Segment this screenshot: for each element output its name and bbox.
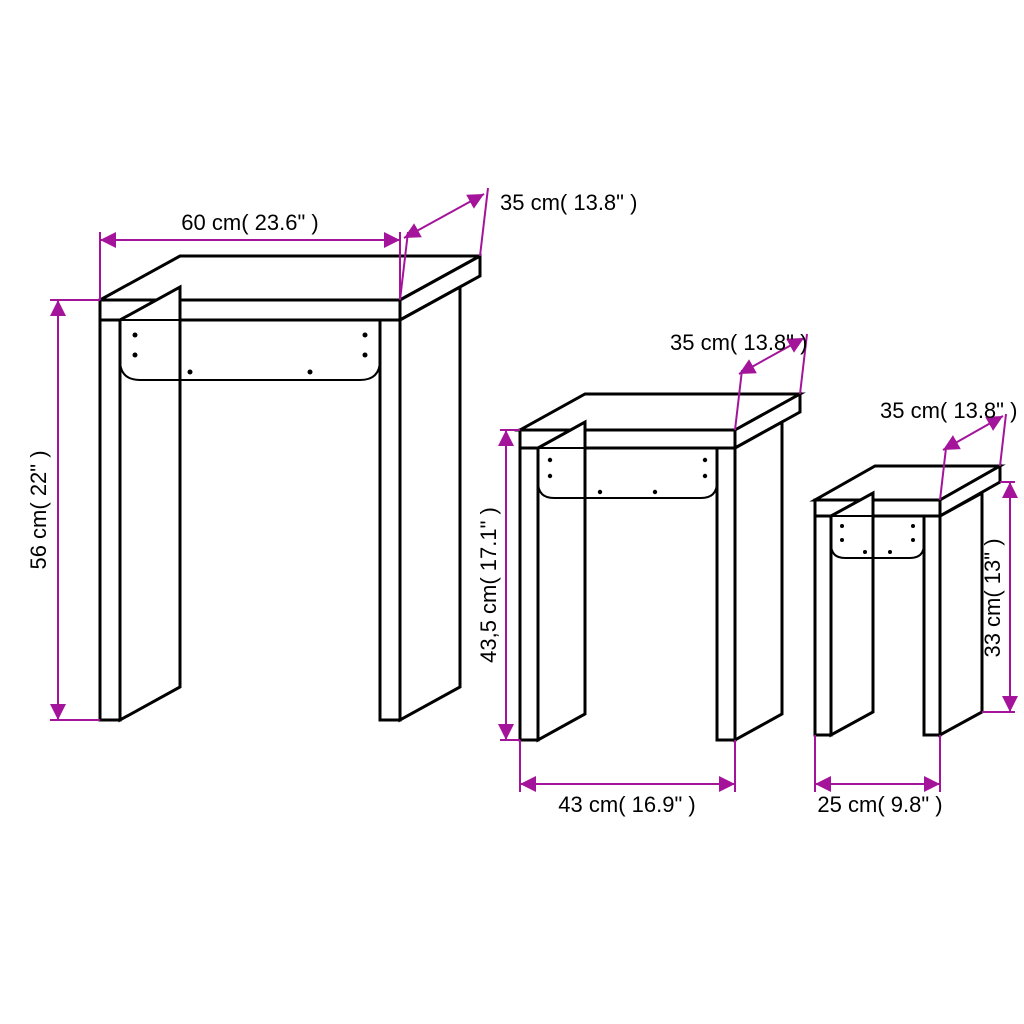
dim-medium-depth: 35 cm( 13.8" ) (670, 330, 807, 355)
dim-small-height: 33 cm( 13" ) (980, 538, 1005, 657)
dim-large-height: 56 cm( 22" ) (26, 450, 51, 569)
dimension-drawing: 60 cm( 23.6" ) 35 cm( 13.8" ) 56 cm( 22" )… (0, 0, 1024, 1024)
table-medium (520, 394, 800, 740)
dim-large-width: 60 cm( 23.6" ) (181, 210, 318, 235)
dim-medium-height: 43,5 cm( 17.1" ) (476, 507, 501, 663)
dim-large-depth: 35 cm( 13.8" ) (500, 190, 637, 215)
dim-small-depth: 35 cm( 13.8" ) (880, 398, 1017, 423)
table-large (100, 256, 480, 720)
dim-small-width: 25 cm( 9.8" ) (817, 792, 942, 817)
table-small (815, 466, 1000, 735)
dim-medium-width: 43 cm( 16.9" ) (558, 792, 695, 817)
